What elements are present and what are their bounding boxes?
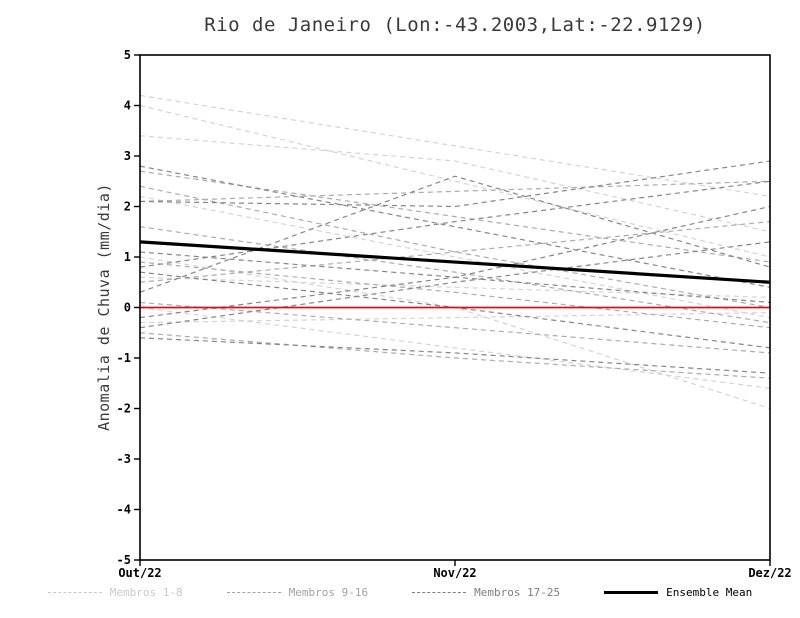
legend-line-sample-members-17-25: [412, 592, 467, 593]
member-line: [139, 332, 771, 379]
member-line: [139, 205, 771, 319]
legend-item: Membros 17-25: [412, 586, 560, 599]
y-tick-label: -5: [117, 553, 131, 567]
y-tick-label: 5: [124, 48, 131, 62]
legend-label: Membros 17-25: [474, 586, 561, 599]
member-line: [139, 221, 771, 283]
legend-label: Membros 9-16: [288, 586, 369, 599]
member-line: [139, 180, 771, 203]
member-line: [139, 94, 771, 197]
member-line: [139, 175, 771, 293]
y-tick-label: -3: [117, 452, 131, 466]
x-tick-label: Out/22: [118, 566, 161, 580]
member-line: [139, 306, 771, 389]
member-line: [139, 180, 771, 268]
member-line: [139, 160, 771, 208]
x-tick-label: Dez/22: [748, 566, 791, 580]
y-tick-label: -1: [117, 351, 131, 365]
legend-label: Ensemble Mean: [666, 586, 753, 599]
member-line: [139, 170, 771, 263]
x-tick-label: Nov/22: [433, 566, 476, 580]
ensemble-mean-line: [139, 240, 771, 284]
chart-legend: Membros 1-8 Membros 9-16 Membros 17-25 E…: [0, 586, 800, 599]
legend-line-sample-members-9-16: [226, 592, 281, 593]
y-tick-label: -2: [117, 402, 131, 416]
legend-line-sample-members-1-8: [47, 592, 102, 593]
chart-title: Rio de Janeiro (Lon:-43.2003,Lat:-22.912…: [204, 14, 706, 36]
member-line: [139, 165, 771, 288]
y-tick-label: 1: [124, 250, 131, 264]
member-line: [139, 195, 771, 319]
member-line: [139, 185, 771, 309]
member-line: [139, 301, 771, 354]
legend-line-sample-ensemble-mean: [604, 591, 659, 594]
legend-item: Membros 9-16: [226, 586, 369, 599]
legend-item: Ensemble Mean: [604, 586, 752, 599]
member-line: [139, 241, 771, 329]
y-tick-label: 4: [124, 99, 131, 113]
member-line: [139, 135, 771, 233]
y-tick-label: 2: [124, 200, 131, 214]
legend-label: Membros 1-8: [109, 586, 183, 599]
member-line: [139, 337, 771, 374]
member-line: [139, 226, 771, 324]
y-tick-label: 3: [124, 149, 131, 163]
y-tick-label: 0: [124, 301, 131, 315]
legend-item: Membros 1-8: [47, 586, 183, 599]
member-line: [139, 311, 771, 324]
y-tick-label: -4: [117, 503, 131, 517]
member-line: [139, 261, 771, 329]
member-line: [139, 276, 771, 298]
